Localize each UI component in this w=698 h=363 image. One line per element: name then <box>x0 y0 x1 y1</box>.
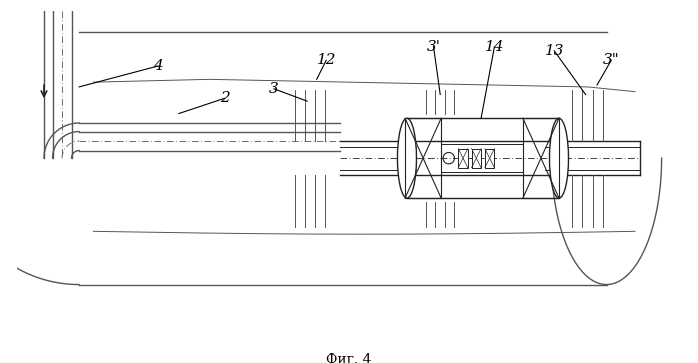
Text: 3: 3 <box>269 82 279 96</box>
Text: 4: 4 <box>153 59 163 73</box>
Text: 14: 14 <box>484 40 504 54</box>
Text: Фиг. 4: Фиг. 4 <box>326 353 372 363</box>
Ellipse shape <box>549 118 568 198</box>
Bar <box>485 149 494 168</box>
Text: 2: 2 <box>220 91 230 105</box>
Text: 3': 3' <box>426 40 440 54</box>
Text: 13: 13 <box>544 44 564 58</box>
Text: 3": 3" <box>603 53 620 67</box>
Bar <box>472 149 481 168</box>
Bar <box>459 149 468 168</box>
Ellipse shape <box>397 118 417 198</box>
Text: 12: 12 <box>316 53 336 67</box>
